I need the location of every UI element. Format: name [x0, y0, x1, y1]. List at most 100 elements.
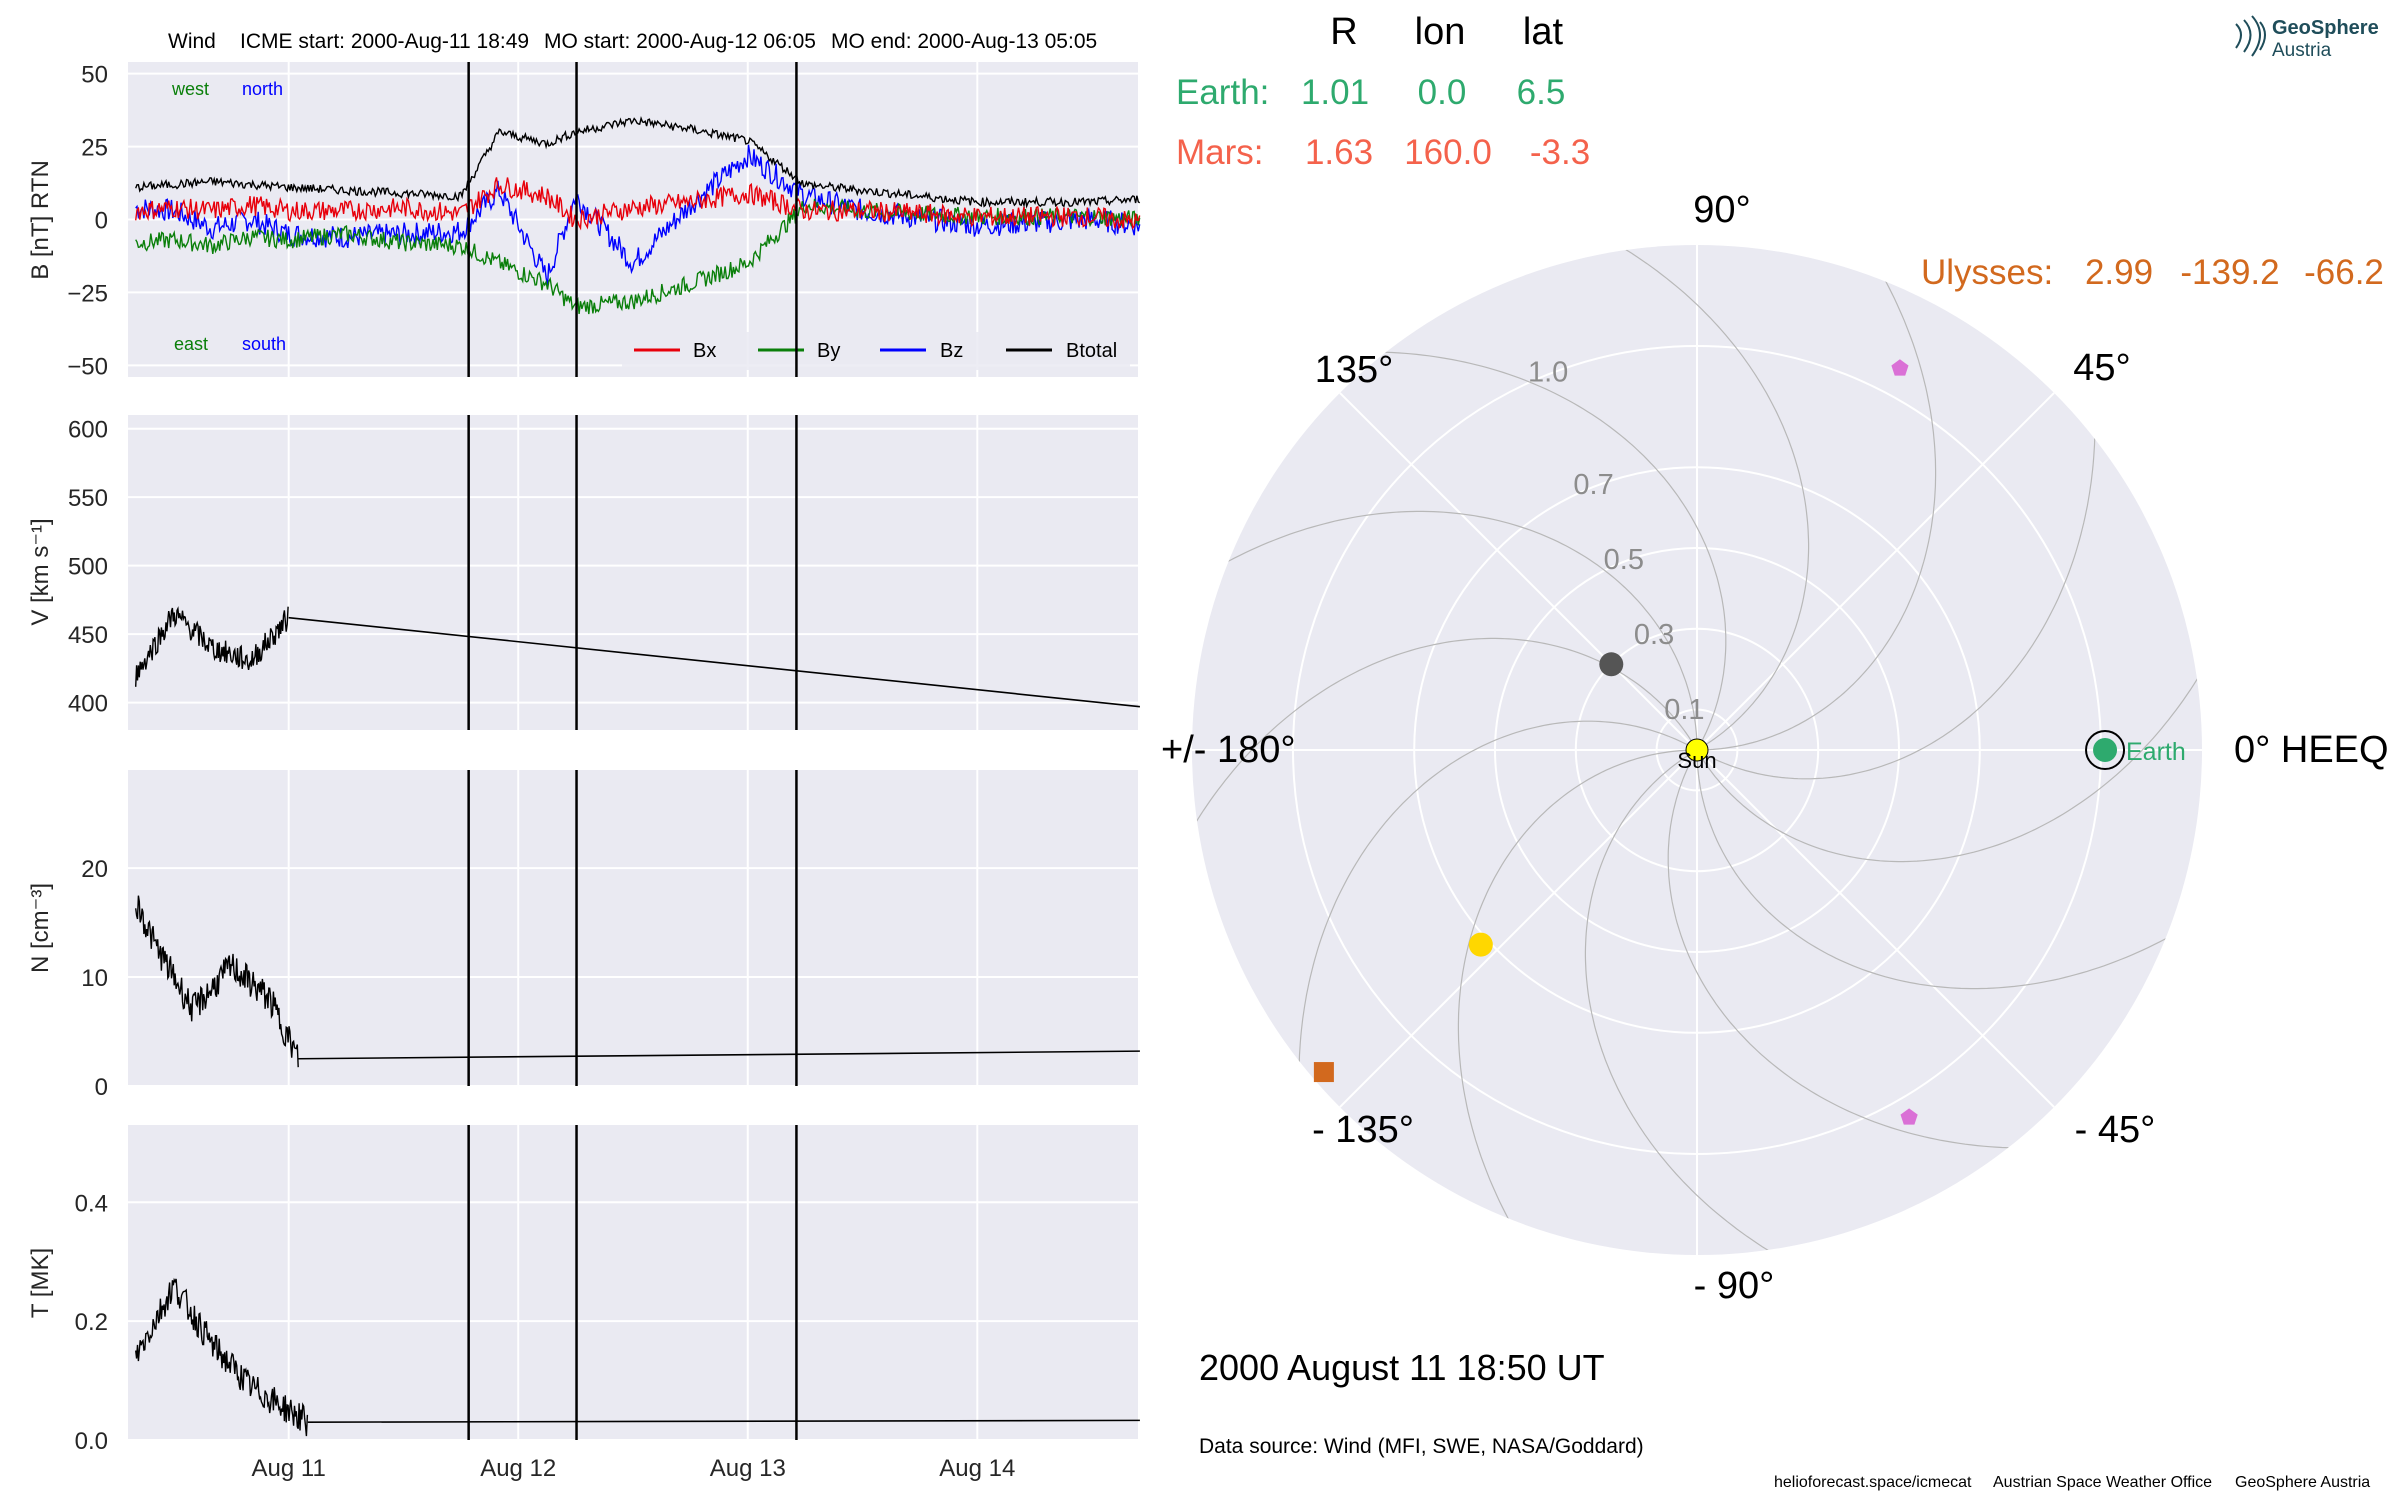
- angle-label-0: 0° HEEQ: [2234, 729, 2389, 771]
- spacecraft-marker: [1900, 1108, 1918, 1125]
- y-tick-label: 500: [68, 554, 108, 581]
- y-tick-label: 0.2: [75, 1309, 108, 1336]
- n-ylabel: N [cm⁻³]: [27, 883, 54, 973]
- y-tick-label: −25: [67, 280, 108, 307]
- parker-spiral: [1360, 351, 1727, 751]
- radial-label: 0.3: [1634, 619, 1674, 651]
- b-annotation-south: south: [242, 334, 286, 354]
- angle-label-m45: - 45°: [2075, 1109, 2156, 1151]
- earth-lat: 6.5: [1517, 73, 1566, 112]
- footer-office: Austrian Space Weather Office: [1993, 1474, 2212, 1491]
- col-lat: lat: [1523, 11, 1564, 53]
- spacecraft-marker: [1599, 652, 1624, 677]
- mars-label: Mars:: [1176, 133, 1264, 172]
- parker-spiral: [1696, 750, 2188, 990]
- parker-spiral: [1697, 259, 1937, 751]
- footer-org: GeoSphere Austria: [2235, 1474, 2370, 1491]
- angle-label-90: 90°: [1693, 189, 1750, 231]
- polar-spoke: [1339, 749, 1698, 1108]
- series-by: [135, 198, 1141, 315]
- y-tick-label: 600: [68, 417, 108, 444]
- b-legend: Bx By Bz Btotal: [622, 332, 1130, 370]
- series-measured: [135, 1277, 309, 1437]
- density-panel: 20 10 0 N [cm⁻³]: [27, 770, 1140, 1101]
- col-lon: lon: [1415, 11, 1466, 53]
- spacecraft-marker: [1313, 1062, 1334, 1083]
- parker-spiral: [1298, 720, 1698, 1087]
- series-interpolated: [307, 1419, 1140, 1423]
- ulysses-lat: -66.2: [2304, 253, 2384, 292]
- sun-label: Sun: [1677, 748, 1716, 773]
- spacecraft-marker: [1468, 932, 1493, 957]
- y-tick-label: 20: [81, 856, 108, 883]
- angle-label-m90: - 90°: [1694, 1265, 1775, 1307]
- mars-lat: -3.3: [1530, 133, 1590, 172]
- series-interpolated: [298, 1050, 1140, 1060]
- legend-btotal: Btotal: [1066, 340, 1117, 362]
- earth-lon: 0.0: [1418, 73, 1467, 112]
- polar-plot: 0.1 0.3 0.5 0.7 1.0 Sun Earth 0° HEEQ 45° 90…: [1161, 189, 2389, 1307]
- series-bx: [135, 177, 1141, 231]
- legend-bx: Bx: [693, 340, 716, 362]
- parker-spiral: [1604, 245, 1810, 751]
- mars-lon: 160.0: [1404, 133, 1492, 172]
- polar-spoke: [1339, 392, 1698, 751]
- logo-line2: Austria: [2272, 40, 2332, 61]
- ulysses-label: Ulysses:: [1921, 253, 2053, 292]
- earth-marker-label: Earth: [2126, 738, 2186, 766]
- legend-by: By: [817, 340, 840, 362]
- legend-bz: Bz: [940, 340, 963, 362]
- angle-label-135: 135°: [1315, 349, 1394, 391]
- y-tick-label: 550: [68, 485, 108, 512]
- ulysses-lon: -139.2: [2180, 253, 2279, 292]
- y-tick-label: 25: [81, 135, 108, 162]
- parker-spiral: [1584, 749, 1790, 1255]
- parker-spiral: [1696, 413, 2096, 780]
- speed-series: [135, 606, 1140, 708]
- angle-label-m135: - 135°: [1312, 1109, 1414, 1151]
- y-tick-label: 400: [68, 691, 108, 718]
- angle-label-45: 45°: [2073, 347, 2130, 389]
- parker-spiral: [1192, 637, 1698, 843]
- spacecraft-marker: [1891, 359, 1909, 376]
- radial-label: 0.5: [1604, 544, 1644, 576]
- geosphere-logo: GeoSphere Austria: [2235, 15, 2379, 61]
- header-mo-end: MO end: 2000-Aug-13 05:05: [831, 30, 1097, 53]
- parker-spiral: [1206, 510, 1698, 750]
- mars-r: 1.63: [1305, 133, 1373, 172]
- footer: helioforecast.space/icmecat Austrian Spa…: [1774, 1474, 2370, 1491]
- radial-label: 0.1: [1664, 694, 1704, 726]
- temperature-series: [135, 1277, 1140, 1437]
- b-field-panel: 50 25 0 −25 −50 B [nT] RTN west north east s…: [27, 62, 1141, 381]
- temperature-panel: 0.4 0.2 0.0 T [MK]: [27, 1125, 1140, 1455]
- n-y-ticks: 20 10 0: [81, 856, 108, 1101]
- parker-spiral: [1696, 657, 2202, 863]
- density-series: [135, 895, 1140, 1068]
- angle-label-180: +/- 180°: [1161, 729, 1296, 771]
- radial-label: 0.7: [1573, 469, 1613, 501]
- b-y-ticks: 50 25 0 −25 −50: [67, 62, 108, 381]
- y-tick-label: −50: [67, 353, 108, 380]
- t-ylabel: T [MK]: [27, 1248, 54, 1318]
- v-y-ticks: 600 550 500 450 400: [68, 417, 108, 718]
- radial-label: 1.0: [1528, 357, 1568, 389]
- footer-link: helioforecast.space/icmecat: [1774, 1474, 1972, 1491]
- header-mo-start: MO start: 2000-Aug-12 06:05: [544, 30, 816, 53]
- data-source: Data source: Wind (MFI, SWE, NASA/Goddar…: [1199, 1435, 1644, 1458]
- t-y-ticks: 0.4 0.2 0.0: [75, 1190, 108, 1455]
- polar-datetime: 2000 August 11 18:50 UT: [1199, 1347, 1605, 1388]
- b-annotation-north: north: [242, 79, 283, 99]
- y-tick-label: 0: [95, 208, 108, 235]
- polar-spoke: [1696, 392, 2055, 751]
- b-annotation-east: east: [174, 334, 208, 354]
- y-tick-label: 0.0: [75, 1428, 108, 1455]
- header-icme-start: ICME start: 2000-Aug-11 18:49: [240, 30, 529, 53]
- x-tick-label: Aug 13: [710, 1455, 786, 1482]
- y-tick-label: 450: [68, 622, 108, 649]
- sun-marker: [1685, 738, 1709, 762]
- earth-r: 1.01: [1301, 73, 1369, 112]
- y-tick-label: 50: [81, 62, 108, 89]
- earth-marker: [2093, 738, 2118, 762]
- earth-label: Earth:: [1176, 73, 1269, 112]
